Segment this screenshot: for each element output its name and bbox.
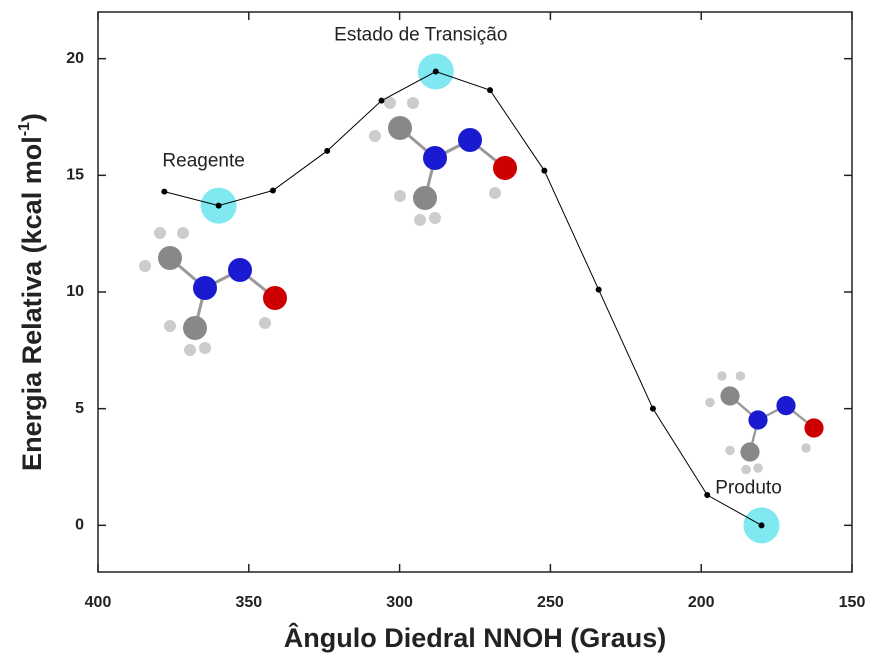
y-tick-label: 5 — [75, 400, 84, 417]
y-axis-title-sup: -1 — [16, 122, 33, 136]
point — [270, 188, 276, 194]
point — [324, 148, 330, 154]
x-tick-label: 200 — [688, 594, 715, 611]
y-tick-label: 15 — [66, 167, 84, 184]
x-tick-label: 350 — [235, 594, 262, 611]
x-tick-label: 250 — [537, 594, 564, 611]
y-tick-label: 20 — [66, 50, 84, 67]
point — [704, 492, 710, 498]
x-axis-title: Ângulo Diedral NNOH (Graus) — [284, 622, 667, 653]
annotation: Reagente — [162, 151, 244, 172]
point — [379, 98, 385, 104]
point — [487, 87, 493, 93]
point — [596, 287, 602, 293]
y-axis-title-main: Energia Relativa (kcal mol — [17, 136, 47, 471]
y-axis-title: Energia Relativa (kcal mol-1) — [16, 113, 47, 471]
point — [759, 522, 765, 528]
point — [650, 406, 656, 412]
point — [433, 69, 439, 75]
annotation: Produto — [715, 477, 782, 498]
y-tick-label: 0 — [75, 517, 84, 534]
point — [161, 189, 167, 195]
y-axis-title-close: ) — [17, 113, 47, 122]
point — [541, 168, 547, 174]
chart: Ângulo Diedral NNOH (Graus) Energia Rela… — [0, 0, 874, 658]
product-molecule — [705, 371, 823, 474]
x-tick-label: 400 — [85, 594, 112, 611]
y-tick-label: 10 — [66, 283, 84, 300]
x-tick-label: 150 — [839, 594, 866, 611]
reagent-molecule — [139, 227, 287, 356]
x-tick-label: 300 — [386, 594, 413, 611]
point — [216, 203, 222, 209]
annotation: Estado de Transição — [334, 25, 507, 46]
transition-molecule — [369, 97, 517, 226]
